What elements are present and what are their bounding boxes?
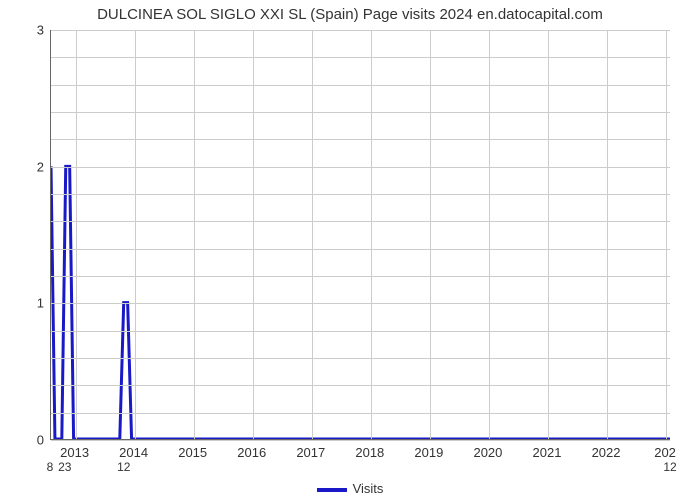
grid-line-v [253, 30, 254, 439]
grid-line-h [51, 167, 670, 168]
grid-line-v [135, 30, 136, 439]
grid-line-h-minor [51, 331, 670, 332]
legend-swatch [317, 488, 347, 492]
x-tick-label: 202 [654, 445, 676, 460]
grid-line-h-minor [51, 112, 670, 113]
x-tick-label: 2015 [178, 445, 207, 460]
x-tick-label: 2014 [119, 445, 148, 460]
x-sub-label: 23 [58, 460, 71, 474]
grid-line-h [51, 440, 670, 441]
legend: Visits [0, 481, 700, 496]
x-tick-label: 2018 [355, 445, 384, 460]
grid-line-v [666, 30, 667, 439]
x-tick-label: 2021 [533, 445, 562, 460]
grid-line-v [607, 30, 608, 439]
x-sub-label: 12 [117, 460, 130, 474]
grid-line-h-minor [51, 194, 670, 195]
chart-title: DULCINEA SOL SIGLO XXI SL (Spain) Page v… [0, 6, 700, 23]
y-tick-label: 1 [4, 296, 44, 311]
x-sub-label: 12 [663, 460, 676, 474]
grid-line-v [76, 30, 77, 439]
x-tick-label: 2013 [60, 445, 89, 460]
legend-label: Visits [353, 481, 384, 496]
y-tick-label: 2 [4, 159, 44, 174]
grid-line-v [312, 30, 313, 439]
grid-line-h-minor [51, 85, 670, 86]
x-tick-label: 2017 [296, 445, 325, 460]
grid-line-v [194, 30, 195, 439]
chart-container: DULCINEA SOL SIGLO XXI SL (Spain) Page v… [0, 0, 700, 500]
grid-line-h-minor [51, 358, 670, 359]
grid-line-h-minor [51, 413, 670, 414]
x-tick-label: 2019 [414, 445, 443, 460]
line-series [51, 30, 670, 439]
grid-line-h-minor [51, 249, 670, 250]
x-tick-label: 2022 [592, 445, 621, 460]
x-tick-label: 2016 [237, 445, 266, 460]
grid-line-h-minor [51, 57, 670, 58]
grid-line-v [548, 30, 549, 439]
grid-line-h-minor [51, 139, 670, 140]
x-sub-label: 8 [47, 460, 54, 474]
y-tick-label: 3 [4, 23, 44, 38]
grid-line-h [51, 30, 670, 31]
grid-line-h-minor [51, 385, 670, 386]
grid-line-h [51, 303, 670, 304]
grid-line-v [489, 30, 490, 439]
grid-line-v [371, 30, 372, 439]
grid-line-v [430, 30, 431, 439]
grid-line-h-minor [51, 221, 670, 222]
plot-area [50, 30, 670, 440]
x-tick-label: 2020 [473, 445, 502, 460]
grid-line-h-minor [51, 276, 670, 277]
y-tick-label: 0 [4, 433, 44, 448]
